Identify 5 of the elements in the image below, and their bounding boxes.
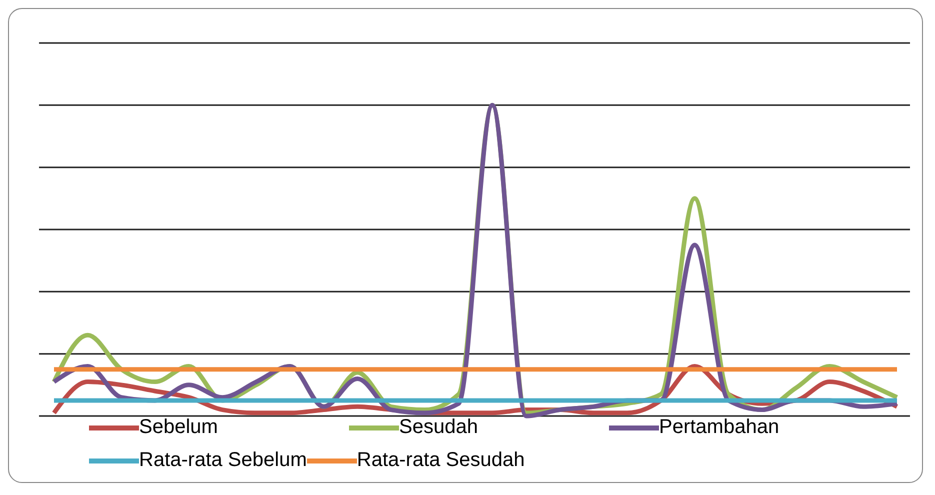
legend-label: Sebelum bbox=[139, 416, 218, 439]
legend-label: Rata-rata Sebelum bbox=[139, 449, 307, 472]
legend-label: Sesudah bbox=[399, 416, 478, 439]
legend-label: Pertambahan bbox=[659, 416, 780, 439]
legend-label: Rata-rata Sesudah bbox=[356, 449, 525, 472]
